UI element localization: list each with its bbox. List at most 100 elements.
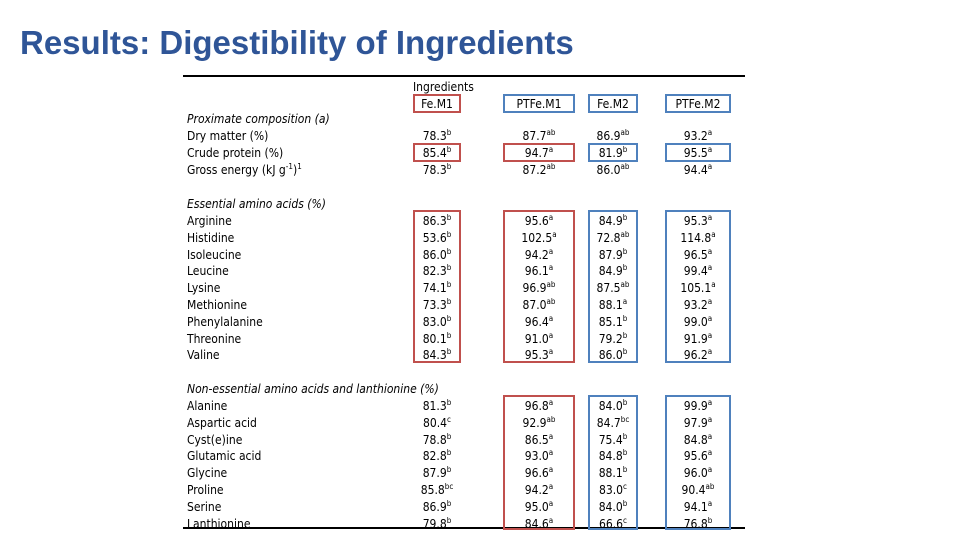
significance-letter: a	[707, 246, 713, 256]
cell-value: 86.0	[598, 348, 623, 363]
table-cell: 85.1b	[588, 314, 638, 331]
significance-letter: b	[622, 347, 628, 357]
cell-value: 87.9	[422, 466, 447, 481]
table-cell: 84.6a	[503, 516, 575, 533]
table-cell: 87.5ab	[588, 280, 638, 297]
table-cell: 99.4a	[665, 263, 731, 280]
significance-letter: ab	[546, 280, 556, 290]
table-cell: 83.0c	[588, 482, 638, 499]
significance-letter: a	[707, 414, 713, 424]
table-cell: 86.0b	[588, 347, 638, 364]
significance-letter: ab	[546, 414, 556, 424]
cell-value: 105.1	[680, 281, 712, 296]
significance-letter: a	[707, 448, 713, 458]
significance-letter: a	[707, 465, 713, 475]
cell-value: 87.0	[522, 297, 547, 312]
significance-letter: b	[446, 161, 452, 171]
highlight-box-header-ptfe-m2	[665, 94, 731, 113]
significance-letter: b	[446, 398, 452, 407]
row-label-glycine: Glycine	[187, 466, 228, 481]
cell-value: 85.4	[422, 145, 447, 160]
table-cell: 85.4b	[413, 145, 461, 162]
highlight-box-essential-fe-m2	[588, 210, 638, 363]
section-header-essential: Essential amino acids (%)	[187, 197, 326, 211]
values-proximate-fe-m2: 86.9ab 81.9b 86.0ab	[588, 128, 638, 178]
significance-letter: b	[622, 431, 628, 441]
cell-value: 94.1	[683, 499, 708, 514]
significance-letter: a	[548, 515, 554, 525]
values-nonessential-fe-m2: 84.0b 84.7bc 75.4b 84.8b 88.1b 83.0c 84.0b 66.6…	[588, 398, 638, 532]
significance-letter: a	[707, 498, 713, 508]
significance-letter: a	[707, 296, 713, 306]
significance-letter: ab	[705, 481, 715, 491]
table-cell: 80.4c	[413, 415, 461, 432]
significance-letter: b	[622, 330, 628, 340]
significance-letter: a	[552, 229, 557, 239]
significance-letter: ab	[620, 229, 630, 239]
significance-letter: b	[622, 144, 628, 154]
highlight-box-crude-protein-fe-m2	[588, 143, 638, 162]
table-cell: 99.0a	[665, 314, 731, 331]
cell-value: 87.2	[522, 162, 547, 177]
cell-value: 102.5	[521, 230, 553, 245]
significance-letter: ab	[620, 128, 630, 137]
values-essential-ptfe-m1: 95.6a 102.5a 94.2a 96.1a 96.9ab 87.0ab 96.4a 91…	[503, 213, 575, 364]
significance-letter: ab	[546, 161, 556, 171]
highlight-box-nonessential-ptfe-m1	[503, 395, 575, 530]
cell-value: 99.4	[683, 264, 708, 279]
table-cell: 95.3a	[503, 347, 575, 364]
cell-value: 83.0	[599, 482, 624, 497]
table-cell: 93.2a	[665, 128, 731, 145]
cell-value: 87.5	[596, 281, 621, 296]
table-cell: 94.1a	[665, 499, 731, 516]
table-cell: 96.1a	[503, 263, 575, 280]
table-cell: 78.8b	[413, 432, 461, 449]
table-cell: 96.0a	[665, 465, 731, 482]
significance-letter: ab	[620, 280, 630, 290]
significance-letter: a	[548, 465, 554, 475]
table-cell: 87.7ab	[503, 128, 575, 145]
table-cell: 87.2ab	[503, 162, 575, 179]
cell-value: 73.3	[422, 297, 447, 312]
significance-letter: b	[446, 465, 452, 475]
cell-value: 94.2	[524, 247, 549, 262]
table-cell: 84.3b	[413, 347, 461, 364]
table-cell: 86.0ab	[588, 162, 638, 179]
table-cell: 87.0ab	[503, 297, 575, 314]
table-cell: 66.6c	[588, 516, 638, 533]
cell-value: 114.8	[680, 230, 712, 245]
significance-letter: a	[548, 144, 554, 154]
highlight-box-essential-fe-m1	[413, 210, 461, 363]
cell-value: 88.1	[598, 297, 623, 312]
significance-letter: b	[446, 313, 452, 323]
gross-energy-sup-1: -1	[285, 162, 293, 171]
highlight-box-nonessential-ptfe-m2	[665, 395, 731, 530]
row-label-proline: Proline	[187, 482, 224, 497]
significance-letter: bc	[620, 414, 630, 424]
table-cell: 86.0b	[413, 247, 461, 264]
table-cell: 81.3b	[413, 398, 461, 415]
ingredients-header: Ingredients	[413, 80, 474, 94]
table-cell: 86.5a	[503, 432, 575, 449]
cell-value: 96.1	[524, 264, 549, 279]
table-cell: 97.9a	[665, 415, 731, 432]
significance-letter: b	[446, 330, 452, 340]
significance-letter: c	[623, 515, 627, 525]
table-cell: 96.9ab	[503, 280, 575, 297]
significance-letter: c	[447, 414, 451, 424]
significance-letter: a	[707, 347, 713, 357]
table-cell: 72.8ab	[588, 230, 638, 247]
cell-value: 84.6	[524, 516, 549, 531]
cell-value: 95.6	[683, 449, 708, 464]
significance-letter: b	[446, 128, 452, 137]
table-cell: 102.5a	[503, 230, 575, 247]
significance-letter: b	[446, 246, 452, 256]
cell-value: 96.9	[522, 281, 547, 296]
cell-value: 78.3	[422, 162, 447, 177]
table-top-rule	[183, 75, 745, 77]
cell-value: 75.4	[598, 432, 623, 447]
values-proximate-ptfe-m1: 87.7ab 94.7a 87.2ab	[503, 128, 575, 178]
row-label-serine: Serine	[187, 499, 222, 514]
table-cell: 82.8b	[413, 448, 461, 465]
essential-labels: Arginine Histidine Isoleucine Leucine Ly…	[187, 213, 263, 364]
